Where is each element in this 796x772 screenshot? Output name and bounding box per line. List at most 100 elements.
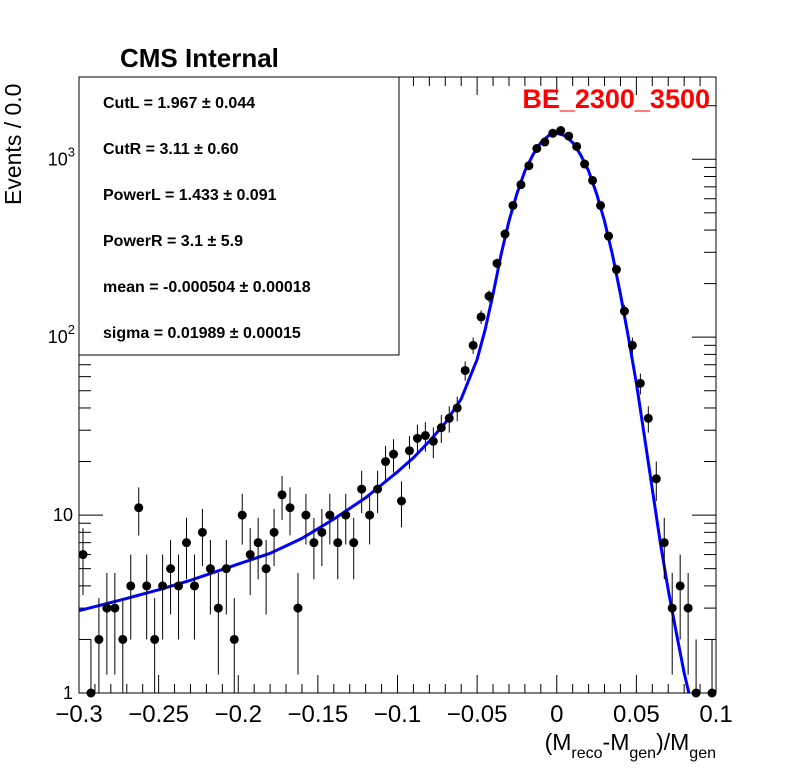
point-marker	[412, 433, 422, 443]
data-point	[619, 304, 629, 319]
point-marker	[261, 564, 271, 574]
point-marker	[396, 496, 406, 506]
point-marker	[619, 306, 629, 316]
point-marker	[174, 581, 184, 591]
point-marker	[221, 564, 231, 574]
y-tick-label: 102	[48, 322, 75, 347]
point-marker	[707, 688, 717, 698]
x-tick-label: −0.25	[128, 701, 189, 728]
data-point	[564, 131, 574, 141]
point-marker	[158, 581, 168, 591]
data-point	[484, 290, 494, 303]
data-point	[365, 493, 375, 545]
data-point	[102, 572, 112, 675]
data-point	[134, 487, 144, 536]
point-marker	[301, 510, 311, 520]
point-marker	[635, 378, 645, 388]
chart-tag: BE_2300_3500	[522, 84, 710, 114]
point-marker	[341, 510, 351, 520]
data-point	[436, 414, 446, 443]
data-point	[420, 422, 430, 452]
point-marker	[317, 527, 327, 537]
point-marker	[142, 581, 152, 591]
data-point	[412, 424, 422, 455]
data-point	[460, 361, 470, 381]
label-layer: −0.3 −0.25 −0.2 −0.15 −0.1 −0.05 0 0.05 0.1 1 10 10…	[0, 43, 733, 762]
point-marker	[365, 510, 375, 520]
point-marker	[604, 231, 614, 241]
x-tick-label: −0.3	[55, 701, 102, 728]
data-point	[707, 639, 717, 698]
point-marker	[476, 312, 486, 322]
point-marker	[205, 564, 215, 574]
data-point	[237, 493, 247, 545]
data-point	[325, 493, 335, 545]
point-marker	[110, 603, 120, 613]
point-marker	[245, 550, 255, 560]
point-marker	[460, 365, 470, 375]
stats-box-frame	[78, 76, 400, 356]
data-point	[428, 427, 438, 459]
point-marker	[166, 564, 176, 574]
point-marker	[596, 200, 606, 210]
point-marker	[389, 449, 399, 459]
data-point	[309, 517, 319, 580]
data-point	[611, 264, 621, 275]
point-marker	[611, 265, 621, 275]
point-marker	[691, 688, 701, 698]
data-point	[381, 445, 391, 482]
point-marker	[651, 474, 661, 484]
data-point	[651, 461, 661, 502]
point-marker	[118, 634, 128, 644]
point-marker	[564, 131, 574, 141]
point-marker	[102, 603, 112, 613]
point-marker	[373, 484, 383, 494]
data-point	[197, 508, 207, 567]
point-marker	[580, 159, 590, 169]
point-marker	[325, 510, 335, 520]
data-point	[189, 554, 199, 640]
point-marker	[349, 538, 359, 548]
stats-line: mean = -0.000504 ± 0.00018	[103, 279, 311, 296]
point-marker	[492, 258, 502, 268]
data-point	[341, 493, 351, 545]
data-point	[588, 175, 598, 185]
y-tick-label: 103	[48, 144, 75, 169]
data-point	[285, 487, 295, 536]
point-marker	[86, 688, 96, 698]
stats-line: CutL = 1.967 ± 0.044	[103, 95, 255, 112]
point-marker	[588, 175, 598, 185]
data-point	[683, 572, 693, 675]
y-tick-label: 10	[53, 505, 73, 525]
data-point	[516, 180, 526, 190]
data-point	[532, 143, 542, 153]
y-axis-label: Events / 0.0	[0, 84, 26, 205]
point-marker	[197, 527, 207, 537]
point-marker	[237, 510, 247, 520]
data-point	[293, 572, 303, 675]
stats-box: CutL = 1.967 ± 0.044 CutR = 3.11 ± 0.60 Po…	[78, 76, 400, 356]
data-point	[229, 598, 239, 693]
point-marker	[293, 603, 303, 613]
point-marker	[572, 141, 582, 151]
data-point	[596, 200, 606, 210]
x-tick-label: 0	[550, 701, 563, 728]
data-point	[142, 554, 152, 640]
x-tick-label: 0.05	[613, 701, 660, 728]
point-marker	[667, 603, 677, 613]
x-axis-label: (Mreco-Mgen)/Mgen	[545, 729, 716, 762]
data-point	[524, 161, 534, 171]
chart-title: CMS Internal	[120, 43, 279, 73]
data-point	[150, 598, 160, 693]
data-point	[540, 137, 550, 147]
data-point	[269, 508, 279, 567]
data-point	[396, 481, 406, 528]
data-point	[174, 554, 184, 640]
point-marker	[659, 538, 669, 548]
point-marker	[253, 538, 263, 548]
data-point	[86, 639, 96, 698]
data-point	[213, 572, 223, 675]
point-marker	[78, 550, 88, 560]
data-point	[691, 639, 701, 698]
stats-line: CutR = 3.11 ± 0.60	[103, 141, 239, 158]
